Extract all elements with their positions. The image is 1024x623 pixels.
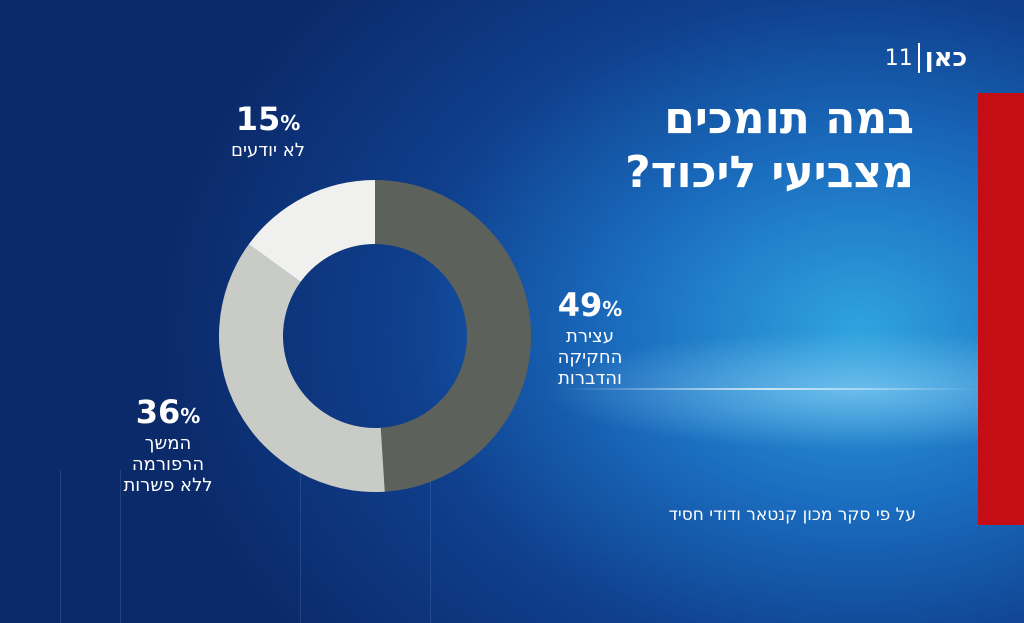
background-line bbox=[120, 470, 121, 623]
donut-slice-1 bbox=[375, 180, 531, 492]
title-line: במה תומכים bbox=[664, 93, 914, 144]
pct-value: 36% bbox=[78, 395, 258, 433]
label-line: החקיקה bbox=[557, 347, 623, 368]
logo-text: כאן bbox=[924, 43, 968, 73]
background-line bbox=[300, 470, 301, 623]
slice-label-49: 49% עצירת החקיקה והדברות bbox=[510, 288, 670, 389]
label-line: עצירת bbox=[566, 326, 614, 347]
channel-logo: 11 כאן bbox=[878, 38, 974, 78]
logo-separator bbox=[917, 43, 920, 73]
pct-value: 15% bbox=[188, 102, 348, 140]
title-line: מצביעי ליכוד? bbox=[625, 147, 914, 198]
slice-label-15: 15% לא יודעים bbox=[188, 102, 348, 161]
label-line: ללא פשרות bbox=[123, 475, 213, 496]
logo-number: 11 bbox=[884, 45, 913, 71]
source-credit: על פי סקר מכון קנטאר ודודי חסיד bbox=[668, 505, 916, 525]
pct-number: 15 bbox=[235, 100, 281, 138]
donut-slice-3 bbox=[248, 180, 375, 282]
chart-title: במה תומכים מצביעי ליכוד? bbox=[494, 92, 914, 200]
light-streak bbox=[560, 388, 980, 390]
red-side-bar bbox=[978, 93, 1024, 525]
slice-label-36: 36% המשך הרפורמה ללא פשרות bbox=[78, 395, 258, 496]
label-line: והדברות bbox=[558, 368, 622, 389]
pct-symbol: % bbox=[602, 297, 623, 321]
label-line: המשך bbox=[144, 433, 192, 454]
background-line bbox=[60, 470, 61, 623]
label-line: לא יודעים bbox=[231, 140, 305, 161]
pct-symbol: % bbox=[280, 111, 301, 135]
label-line: הרפורמה bbox=[131, 454, 205, 475]
pct-number: 49 bbox=[557, 286, 603, 324]
pct-value: 49% bbox=[510, 288, 670, 326]
donut-slice-2 bbox=[218, 244, 385, 492]
pct-number: 36 bbox=[135, 393, 181, 431]
background-line bbox=[430, 470, 431, 623]
pct-symbol: % bbox=[180, 404, 201, 428]
